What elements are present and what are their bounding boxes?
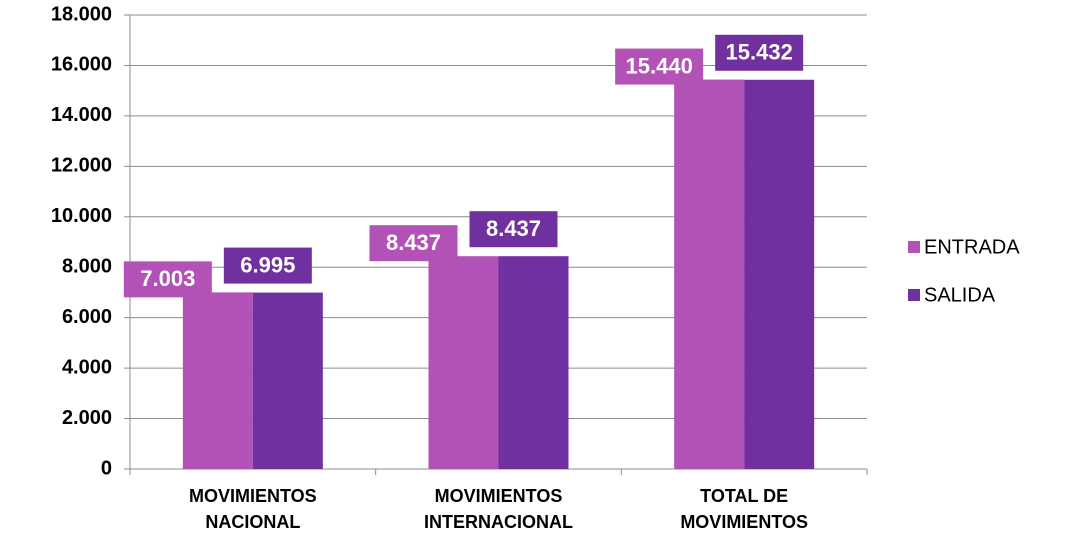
bar	[429, 256, 499, 469]
chart: 0 2.000 4.000 6.000 8.000 10.000 12.000 14.000 1…	[0, 0, 1077, 536]
value-label: 6.995	[240, 252, 295, 277]
bar	[499, 256, 569, 469]
y-tick-label: 6.000	[62, 306, 112, 328]
y-tick-label: 18.000	[51, 3, 112, 25]
legend-swatch	[908, 289, 920, 301]
bar	[183, 292, 253, 469]
legend-label: ENTRADA	[924, 236, 1020, 258]
y-tick-label: 2.000	[62, 407, 112, 429]
y-tick-label: 10.000	[51, 205, 112, 227]
y-tick-label: 16.000	[51, 54, 112, 76]
x-tick-label: NACIONAL	[205, 512, 300, 532]
legend-swatch	[908, 241, 920, 253]
value-label: 15.432	[726, 40, 793, 65]
x-tick-label: MOVIMIENTOS	[680, 512, 808, 532]
value-label: 7.003	[140, 266, 195, 291]
bar	[744, 80, 814, 469]
y-tick-label: 12.000	[51, 155, 112, 177]
value-label: 8.437	[386, 230, 441, 255]
value-label: 8.437	[486, 216, 541, 241]
x-tick-label: INTERNACIONAL	[424, 512, 573, 532]
x-tick-label: MOVIMIENTOS	[189, 486, 317, 506]
legend-label: SALIDA	[924, 284, 996, 306]
y-tick-label: 8.000	[62, 256, 112, 278]
value-label: 15.440	[626, 53, 693, 78]
x-tick-label: TOTAL DE	[700, 486, 788, 506]
x-tick-label: MOVIMIENTOS	[435, 486, 563, 506]
y-tick-label: 14.000	[51, 104, 112, 126]
bar	[253, 293, 323, 469]
y-tick-label: 0	[101, 457, 112, 479]
bar	[674, 80, 744, 469]
y-tick-label: 4.000	[62, 356, 112, 378]
